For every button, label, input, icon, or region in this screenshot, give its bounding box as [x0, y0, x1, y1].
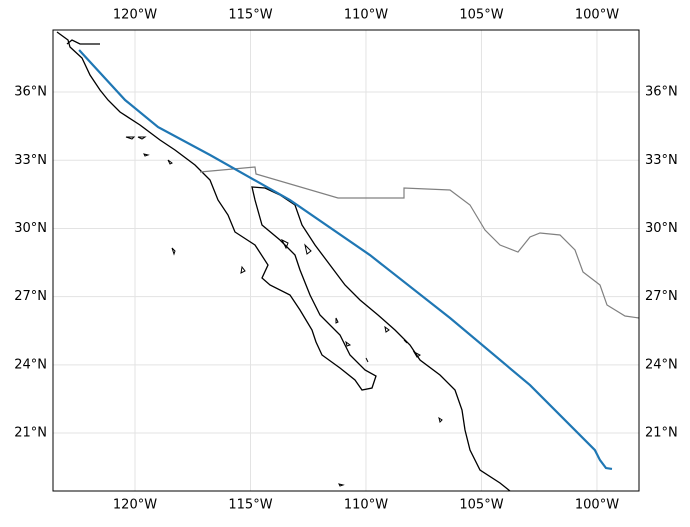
x-tick-label: 115°W — [228, 8, 272, 23]
track-line — [78, 49, 613, 471]
frame — [52, 29, 640, 492]
y-tick-label: 30°N — [645, 221, 678, 236]
coastline — [56, 31, 511, 492]
x-tick-label: 110°W — [344, 498, 388, 513]
islands — [125, 136, 443, 487]
y-tick-label: 33°N — [14, 153, 47, 168]
x-tick-label: 100°W — [575, 498, 619, 513]
y-tick-label: 33°N — [645, 153, 678, 168]
y-tick-label: 27°N — [14, 289, 47, 304]
y-tick-label: 24°N — [645, 357, 678, 372]
x-tick-label: 100°W — [575, 8, 619, 23]
y-tick-label: 27°N — [645, 289, 678, 304]
y-tick-label: 36°N — [14, 85, 47, 100]
y-tick-label: 30°N — [14, 221, 47, 236]
x-tick-label: 105°W — [459, 498, 503, 513]
coastline — [66, 39, 100, 45]
track — [78, 49, 613, 471]
border — [199, 166, 640, 319]
x-tick-label: 110°W — [344, 8, 388, 23]
x-tick-label: 120°W — [113, 498, 157, 513]
x-tick-label: 105°W — [459, 8, 503, 23]
y-tick-label: 36°N — [645, 85, 678, 100]
y-tick-label: 21°N — [645, 426, 678, 441]
y-tick-label: 21°N — [14, 426, 47, 441]
y-tick-label: 24°N — [14, 357, 47, 372]
x-tick-label: 120°W — [113, 8, 157, 23]
grid — [53, 30, 639, 491]
x-tick-label: 115°W — [228, 498, 272, 513]
